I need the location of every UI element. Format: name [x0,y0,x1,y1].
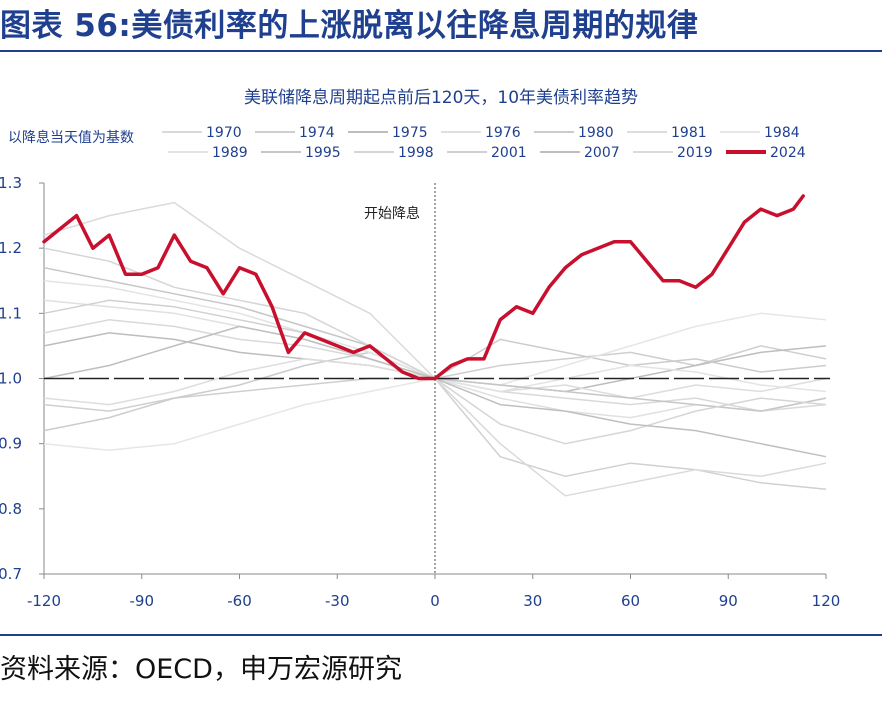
legend-label-2007: 2007 [584,145,620,161]
series-line-1981 [43,358,827,406]
chart-title: 美联储降息周期起点前后120天，10年美债利率趋势 [244,88,638,108]
x-tick-label: 60 [621,592,640,610]
series-line-1970 [43,319,827,412]
legend-label-1998: 1998 [398,145,434,161]
x-axis: -120 -90 -60 -30 0 30 60 90 120 [27,573,841,610]
y-tick-label: 0.9 [0,435,22,453]
x-tick-label: -60 [227,592,252,610]
bond-yield-chart: 美联储降息周期起点前后120天，10年美债利率趋势 以降息当天值为基数 1970… [0,88,841,610]
legend-label-1975: 1975 [392,125,428,141]
legend-label-1989: 1989 [212,145,248,161]
series-line-2024 [42,194,805,381]
y-axis: 0.7 0.8 0.9 1.0 1.1 1.2 1.3 [0,174,45,583]
legend-label-2024: 2024 [770,145,806,161]
y-tick-label: 1.1 [0,304,22,322]
x-tick-label: -30 [325,592,350,610]
x-tick-label: -120 [27,592,61,610]
legend-label-1970: 1970 [206,125,242,141]
title-underline [0,50,882,52]
legend-label-1995: 1995 [305,145,341,161]
legend-label-1981: 1981 [671,125,707,141]
y-tick-label: 1.0 [0,370,22,388]
source-note: 资料来源：OECD，申万宏源研究 [0,654,402,685]
legend: 1970 1974 1975 1976 1980 1981 1984 1989 1995 1998… [162,125,806,161]
legend-note: 以降息当天值为基数 [8,129,134,146]
series-line-1984 [43,312,827,451]
x-tick-label: 120 [812,592,841,610]
x-tick-label: 30 [523,592,542,610]
y-tick-label: 1.3 [0,174,22,192]
legend-label-2019: 2019 [677,145,713,161]
legend-label-1974: 1974 [299,125,335,141]
y-tick-label: 1.2 [0,239,22,257]
footer-rule [0,634,882,636]
legend-label-1984: 1984 [764,125,800,141]
series-lines [42,183,830,574]
y-tick-label: 0.7 [0,565,22,583]
y-tick-label: 0.8 [0,500,22,518]
x-tick-label: -90 [130,592,155,610]
legend-label-2001: 2001 [491,145,527,161]
legend-label-1980: 1980 [578,125,614,141]
annotation-start-cut: 开始降息 [364,205,420,222]
legend-label-1976: 1976 [485,125,521,141]
figure-title: 图表 56:美债利率的上涨脱离以往降息周期的规律 [0,8,699,44]
x-tick-label: 90 [719,592,738,610]
x-tick-label: 0 [430,592,440,610]
